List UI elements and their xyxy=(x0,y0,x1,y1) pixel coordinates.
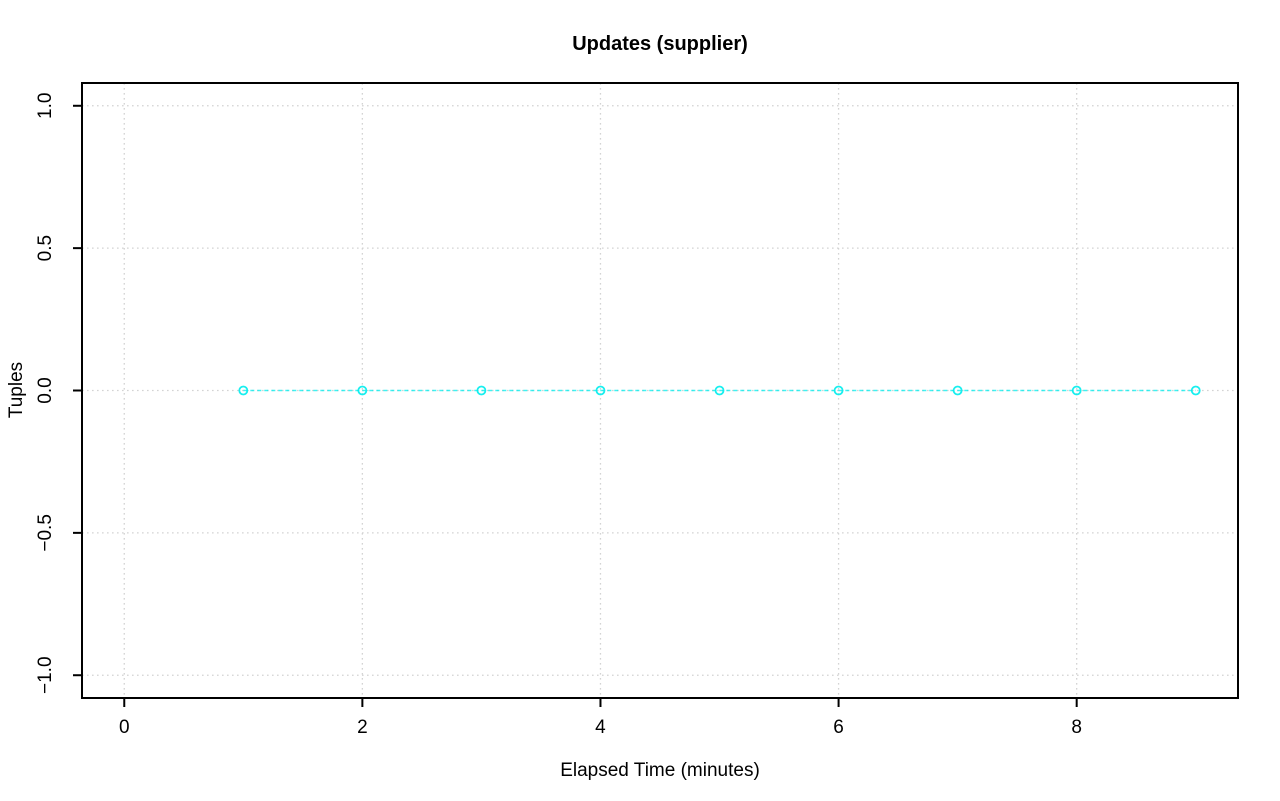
data-point-marker xyxy=(476,385,487,396)
y-axis-tick-label: 0.0 xyxy=(35,377,56,403)
data-point-marker xyxy=(1190,385,1201,396)
x-axis-tick-label: 4 xyxy=(595,717,606,738)
x-axis-tick-label: 0 xyxy=(119,717,130,738)
y-axis-tick-label: 0.5 xyxy=(35,235,56,261)
y-axis-tick-label: −1.0 xyxy=(35,656,56,694)
x-axis-label: Elapsed Time (minutes) xyxy=(560,760,760,781)
y-axis-label: Tuples xyxy=(6,362,27,418)
data-point-marker xyxy=(595,385,606,396)
data-point-marker xyxy=(1071,385,1082,396)
chart-title: Updates (supplier) xyxy=(572,33,748,55)
data-point-marker xyxy=(714,385,725,396)
x-axis-tick-label: 6 xyxy=(833,717,844,738)
y-axis-tick-label: 1.0 xyxy=(35,93,56,119)
y-axis-tick-label: −0.5 xyxy=(35,514,56,552)
axis-layer: 0 2 4 6 8 −1.0 −0.5 0.0 0.5 1.0 xyxy=(35,93,1082,738)
data-point-marker xyxy=(833,385,844,396)
data-point-marker xyxy=(357,385,368,396)
data-point-marker xyxy=(238,385,249,396)
data-point-marker xyxy=(952,385,963,396)
x-axis-tick-label: 2 xyxy=(357,717,368,738)
series-layer xyxy=(238,385,1201,396)
x-axis-tick-label: 8 xyxy=(1071,717,1082,738)
